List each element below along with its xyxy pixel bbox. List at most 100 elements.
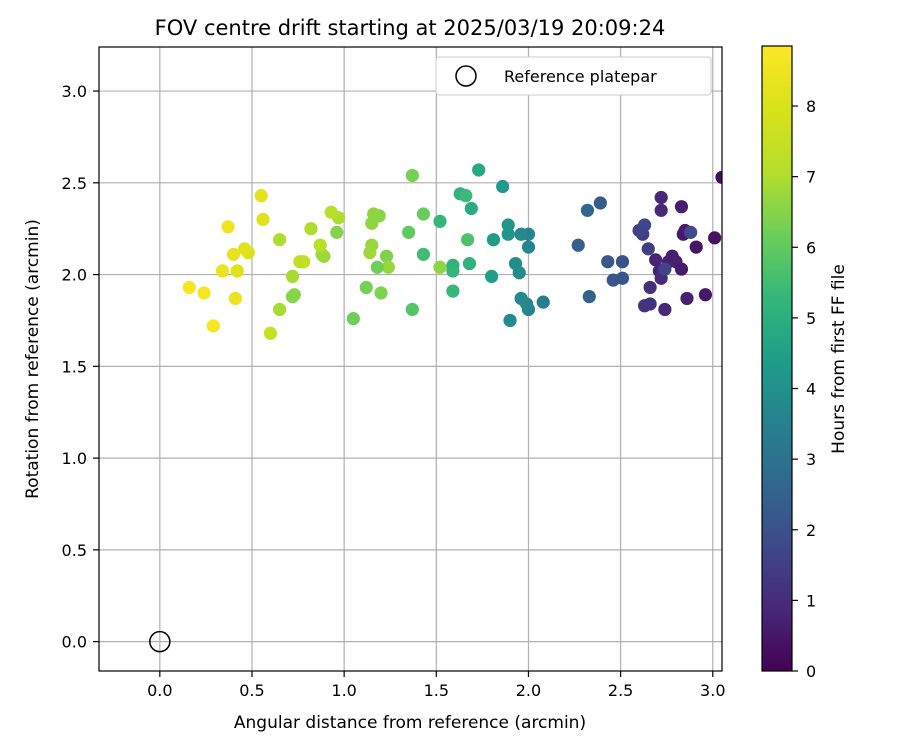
data-point [485,269,499,284]
x-axis-ticks: 0.0 0.5 1.0 1.5 2.0 2.5 3.0 [147,671,726,700]
data-point [601,255,615,269]
reference-marker [149,630,171,653]
data-points [182,163,722,340]
data-point [370,260,384,274]
y-axis-label: Rotation from reference (arcmin) [23,219,43,499]
colorbar-tick-label: 7 [806,168,816,187]
data-point [464,201,478,216]
data-point [256,212,270,227]
colorbar-tick-label: 8 [806,97,816,116]
data-point [254,189,268,203]
data-point [363,245,377,260]
data-point [379,249,394,263]
x-tick-label: 0.0 [147,681,172,700]
data-point [433,260,447,274]
data-point [285,290,300,304]
x-tick-label: 0.5 [239,681,264,700]
colorbar-gradient [761,45,793,672]
x-tick-label: 3.0 [700,681,725,700]
data-point [684,225,698,239]
colorbar-tick-label: 1 [806,591,816,610]
y-tick-label: 3.0 [62,82,87,101]
grid [99,47,722,671]
data-point [182,280,196,295]
data-point [689,240,703,254]
data-point [304,222,318,236]
data-point [582,290,596,304]
data-point [715,170,722,184]
y-tick-label: 1.5 [62,357,87,376]
data-point [226,247,241,261]
y-axis-ticks: 0.0 0.5 1.0 1.5 2.0 2.5 3.0 [62,82,99,652]
data-point [238,242,252,256]
data-point [680,291,694,306]
colorbar-tick-label: 5 [806,309,816,328]
legend-label: Reference platepar [504,67,657,86]
data-point [433,214,447,228]
data-point [273,302,287,317]
data-point [654,190,668,205]
colorbar-tick-label: 0 [806,662,816,681]
x-tick-label: 2.5 [608,681,633,700]
data-point [215,264,230,278]
data-point [508,256,523,271]
data-point [503,313,517,328]
colorbar-tick-label: 6 [806,238,816,257]
data-point [197,286,211,300]
data-point [496,179,510,194]
data-point [263,326,278,340]
data-point [571,238,585,252]
colorbar-ticks: 0 1 2 3 4 5 6 7 8 [792,97,816,681]
x-axis-label: Angular distance from reference (arcmin) [234,713,586,733]
data-point [641,242,655,256]
colorbar: 0 1 2 3 4 5 6 7 8 Hours from first FF file [761,45,849,681]
data-point [501,218,515,232]
data-point [285,269,300,284]
data-point [658,262,672,276]
data-point [472,163,486,177]
data-point [446,264,460,278]
plot-frame [98,46,723,672]
data-point [514,291,528,306]
chart-title: FOV centre drift starting at 2025/03/19 … [155,16,666,40]
data-point [381,260,395,274]
y-tick-label: 1.0 [62,449,87,468]
y-tick-label: 0.5 [62,541,87,560]
data-point [536,295,550,309]
data-point [674,200,689,214]
data-point [374,286,388,300]
colorbar-tick-label: 2 [806,521,816,540]
data-point [580,203,595,217]
data-point [514,227,528,241]
data-point [698,288,713,302]
data-point [459,189,473,203]
data-point [228,291,242,306]
data-point [606,273,620,287]
data-point [402,225,416,239]
data-point [615,255,630,269]
x-tick-label: 1.5 [424,681,449,700]
x-tick-label: 1.0 [331,681,356,700]
data-point [206,319,220,333]
data-point [359,280,373,295]
colorbar-label: Hours from first FF file [829,264,849,454]
legend: Reference platepar [435,56,712,96]
data-point [521,240,536,254]
data-point [405,168,419,183]
data-point [501,227,515,241]
data-point [416,207,431,221]
data-point [346,312,360,326]
data-point [416,247,431,261]
data-point [658,302,672,317]
y-tick-label: 0.0 [62,633,87,652]
legend-box [435,56,712,96]
data-point [405,302,419,317]
data-point [313,238,327,252]
data-point [461,233,475,247]
data-point [708,231,722,245]
data-point [365,216,379,230]
legend-marker [455,65,477,87]
y-tick-label: 2.5 [62,174,87,193]
data-point [674,262,689,276]
